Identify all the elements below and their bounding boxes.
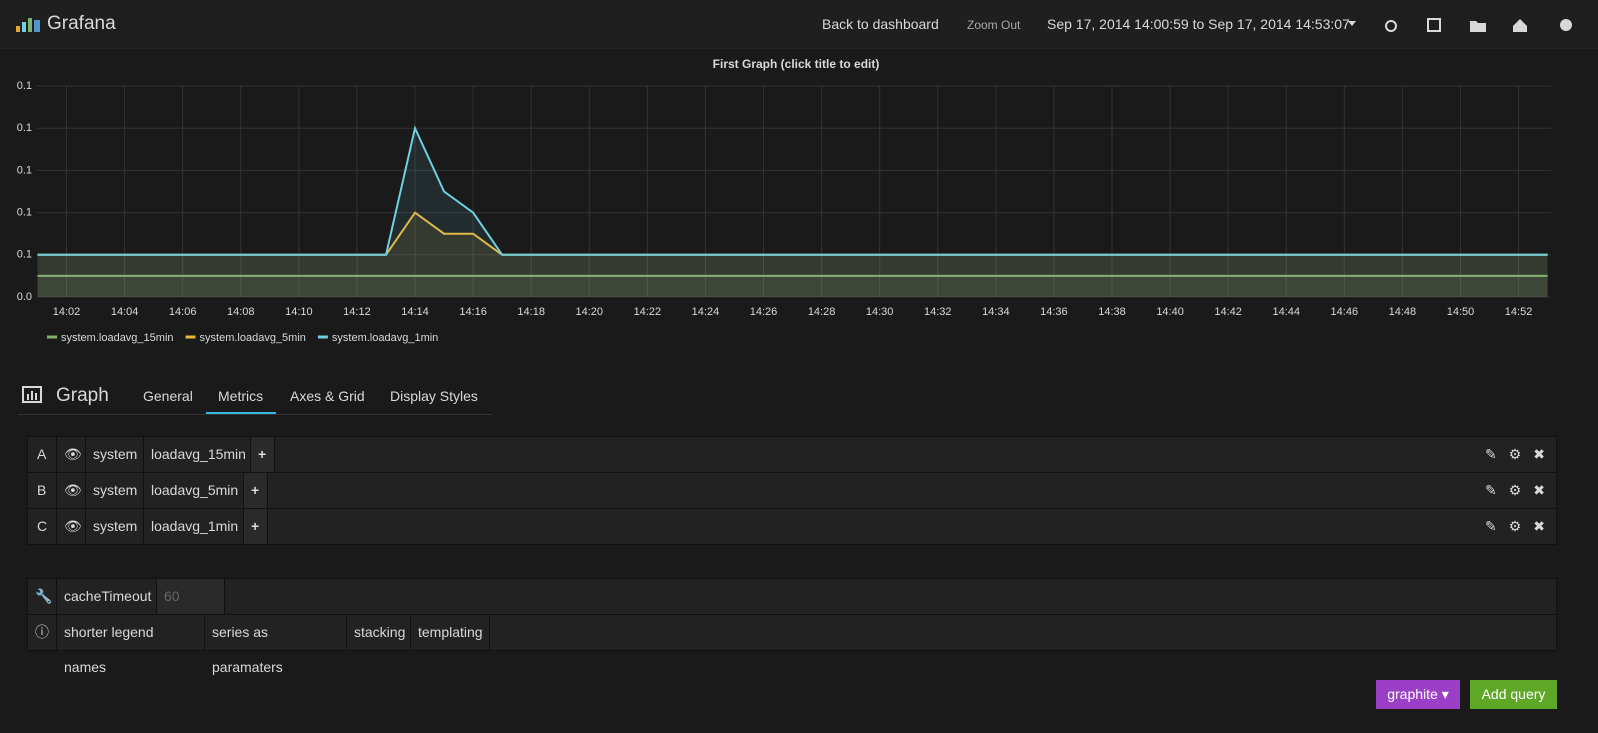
help-link[interactable]: templating — [411, 615, 490, 650]
help-link[interactable]: series as paramaters — [205, 615, 347, 675]
x-tick-label: 14:48 — [1389, 306, 1417, 318]
eye-toggle[interactable]: 👁 — [57, 473, 86, 508]
x-tick-label: 14:10 — [285, 306, 313, 318]
x-tick-label: 14:42 — [1214, 306, 1242, 318]
wrench-icon: 🔧 — [28, 579, 57, 614]
x-tick-label: 14:22 — [634, 306, 662, 318]
datasource-dropdown[interactable]: graphite ▾ — [1376, 680, 1460, 709]
x-tick-label: 14:26 — [750, 306, 778, 318]
target-row: C 👁 system loadavg_1min + ✎⚙✖ — [27, 508, 1557, 545]
x-tick-label: 14:20 — [575, 306, 603, 318]
info-icon: ⓘ — [28, 615, 57, 650]
settings-icon[interactable] — [1560, 19, 1572, 31]
help-row: ⓘ shorter legend names series as paramat… — [27, 614, 1557, 675]
row-actions[interactable]: ✎⚙✖ — [1485, 518, 1558, 534]
segment[interactable]: system — [86, 437, 144, 472]
ref-id: C — [28, 509, 57, 544]
ref-id: A — [28, 437, 57, 472]
options-row: 🔧 cacheTimeout 60 — [27, 578, 1557, 614]
home-icon[interactable] — [1513, 19, 1527, 32]
x-tick-label: 14:30 — [866, 306, 894, 318]
segment[interactable]: loadavg_15min — [144, 437, 251, 472]
legend-label[interactable]: system.loadavg_15min — [61, 332, 174, 344]
y-tick-label: 0.1 — [17, 164, 32, 176]
back-link[interactable]: Back to dashboard — [822, 16, 939, 32]
zoom-out[interactable]: Zoom Out — [967, 18, 1021, 32]
brand[interactable]: Grafana — [47, 13, 116, 34]
series-area — [37, 275, 1548, 297]
tab[interactable]: General — [143, 388, 193, 404]
x-tick-label: 14:06 — [169, 306, 197, 318]
x-tick-label: 14:52 — [1505, 306, 1533, 318]
y-tick-label: 0.1 — [17, 122, 32, 134]
x-tick-label: 14:16 — [459, 306, 487, 318]
editor-header: Graph General Metrics Axes & Grid Displa… — [18, 380, 492, 415]
help-link[interactable]: shorter legend names — [57, 615, 205, 675]
segment[interactable]: system — [86, 509, 144, 544]
open-icon[interactable] — [1470, 21, 1486, 32]
cache-timeout-input[interactable]: 60 — [157, 579, 225, 614]
x-tick-label: 14:04 — [111, 306, 139, 318]
x-tick-label: 14:38 — [1098, 306, 1126, 318]
legend-label[interactable]: system.loadavg_5min — [200, 332, 306, 344]
ref-id: B — [28, 473, 57, 508]
datasource-label[interactable]: graphite — [1387, 686, 1438, 702]
y-tick-label: 0.1 — [17, 80, 32, 92]
y-tick-label: 0.1 — [17, 207, 32, 219]
add-query-button[interactable]: Add query — [1470, 680, 1557, 709]
graph-panel: First Graph (click title to edit) 0.0 0.1… — [17, 57, 1551, 344]
query-options: 🔧 cacheTimeout 60 ⓘ shorter legend names… — [27, 578, 1557, 675]
plot-area — [37, 86, 1551, 297]
time-range[interactable]: Sep 17, 2014 14:00:59 to Sep 17, 2014 14… — [1047, 16, 1350, 32]
eye-toggle[interactable]: 👁 — [57, 509, 86, 544]
x-tick-label: 14:18 — [517, 306, 545, 318]
series-line — [37, 125, 1548, 256]
refresh-icon[interactable] — [1385, 20, 1397, 32]
target-row: B 👁 system loadavg_5min + ✎⚙✖ — [27, 472, 1557, 508]
tab[interactable]: Axes & Grid — [290, 388, 365, 404]
y-tick-label: 0.0 — [17, 291, 32, 303]
targets: A 👁 system loadavg_15min + ✎⚙✖ B 👁 syste… — [27, 436, 1557, 545]
chart-title[interactable]: First Graph (click title to edit) — [713, 57, 880, 71]
x-tick-label: 14:36 — [1040, 306, 1068, 318]
segment[interactable]: system — [86, 473, 144, 508]
logo[interactable] — [16, 16, 42, 34]
x-tick-label: 14:28 — [808, 306, 836, 318]
editor-title: Graph — [56, 385, 109, 406]
row-actions[interactable]: ✎⚙✖ — [1485, 482, 1558, 498]
graph-icon — [22, 386, 42, 403]
add-segment[interactable]: + — [244, 473, 268, 508]
x-tick-label: 14:44 — [1272, 306, 1300, 318]
x-tick-label: 14:24 — [692, 306, 720, 318]
segment[interactable]: loadavg_1min — [144, 509, 244, 544]
x-tick-label: 14:14 — [401, 306, 429, 318]
x-tick-label: 14:46 — [1331, 306, 1359, 318]
eye-toggle[interactable]: 👁 — [57, 437, 86, 472]
x-tick-label: 14:40 — [1156, 306, 1184, 318]
y-tick-label: 0.1 — [17, 249, 32, 261]
x-tick-label: 14:02 — [53, 306, 81, 318]
add-segment[interactable]: + — [251, 437, 275, 472]
toolbar-icons — [1385, 18, 1572, 32]
x-tick-label: 14:32 — [924, 306, 952, 318]
tab[interactable]: Display Styles — [390, 388, 478, 404]
x-tick-label: 14:34 — [982, 306, 1010, 318]
row-actions[interactable]: ✎⚙✖ — [1485, 446, 1558, 462]
x-tick-label: 14:08 — [227, 306, 255, 318]
segment[interactable]: loadavg_5min — [144, 473, 244, 508]
tab[interactable]: Metrics — [218, 388, 264, 404]
caret[interactable] — [1348, 20, 1358, 28]
option-label: cacheTimeout — [57, 579, 157, 614]
x-tick-label: 14:50 — [1447, 306, 1475, 318]
top-nav: Grafana Back to dashboard Zoom Out Sep 1… — [0, 0, 1598, 51]
legend-label[interactable]: system.loadavg_1min — [332, 332, 438, 344]
add-segment[interactable]: + — [244, 509, 268, 544]
active-tab-indicator — [206, 412, 276, 414]
help-link[interactable]: stacking — [347, 615, 411, 650]
x-tick-label: 14:12 — [343, 306, 371, 318]
target-row: A 👁 system loadavg_15min + ✎⚙✖ — [27, 436, 1557, 472]
save-icon[interactable] — [1427, 18, 1441, 32]
